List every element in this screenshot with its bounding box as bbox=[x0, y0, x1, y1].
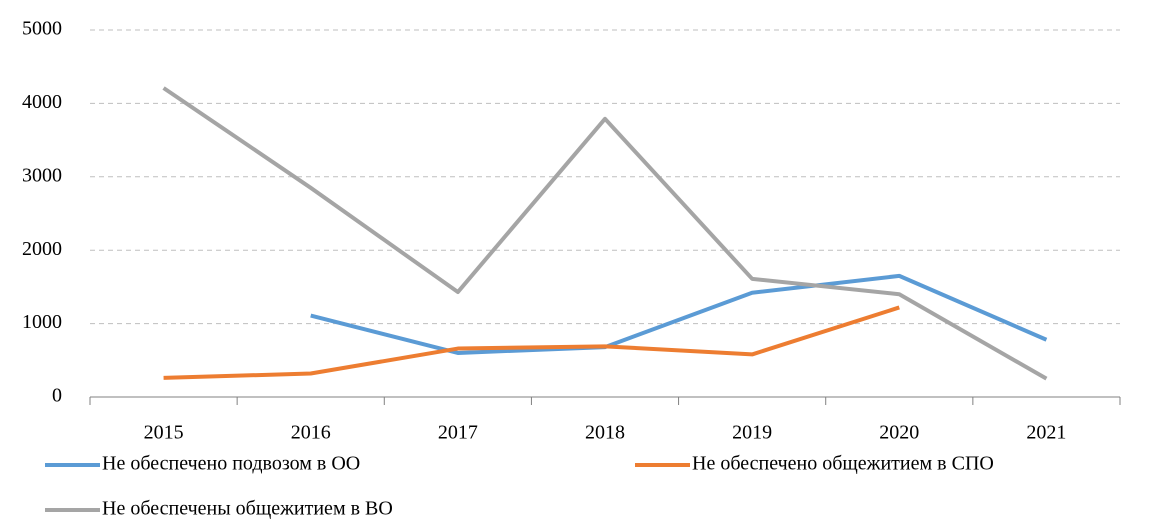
x-tick-label: 2017 bbox=[438, 422, 478, 444]
series-line bbox=[162, 86, 1048, 381]
series-line bbox=[310, 273, 1048, 355]
x-tick-label: 2016 bbox=[291, 422, 331, 444]
y-tick-label: 2000 bbox=[22, 238, 62, 260]
x-tick-label: 2021 bbox=[1026, 422, 1066, 444]
legend-label: Не обеспечено подвозом в ОО bbox=[102, 453, 360, 475]
x-tick-label: 2020 bbox=[879, 422, 919, 444]
legend-label: Не обеспечены общежитием в ВО bbox=[102, 498, 393, 520]
legend-label: Не обеспечено общежитием в СПО bbox=[692, 453, 994, 475]
y-tick-label: 1000 bbox=[22, 311, 62, 333]
y-tick-label: 4000 bbox=[22, 91, 62, 113]
y-tick-label: 5000 bbox=[22, 18, 62, 40]
y-tick-label: 0 bbox=[52, 385, 62, 407]
y-tick-label: 3000 bbox=[22, 164, 62, 186]
x-tick-label: 2019 bbox=[732, 422, 772, 444]
x-tick-label: 2018 bbox=[585, 422, 625, 444]
x-tick-label: 2015 bbox=[144, 422, 184, 444]
series-line bbox=[163, 305, 900, 380]
